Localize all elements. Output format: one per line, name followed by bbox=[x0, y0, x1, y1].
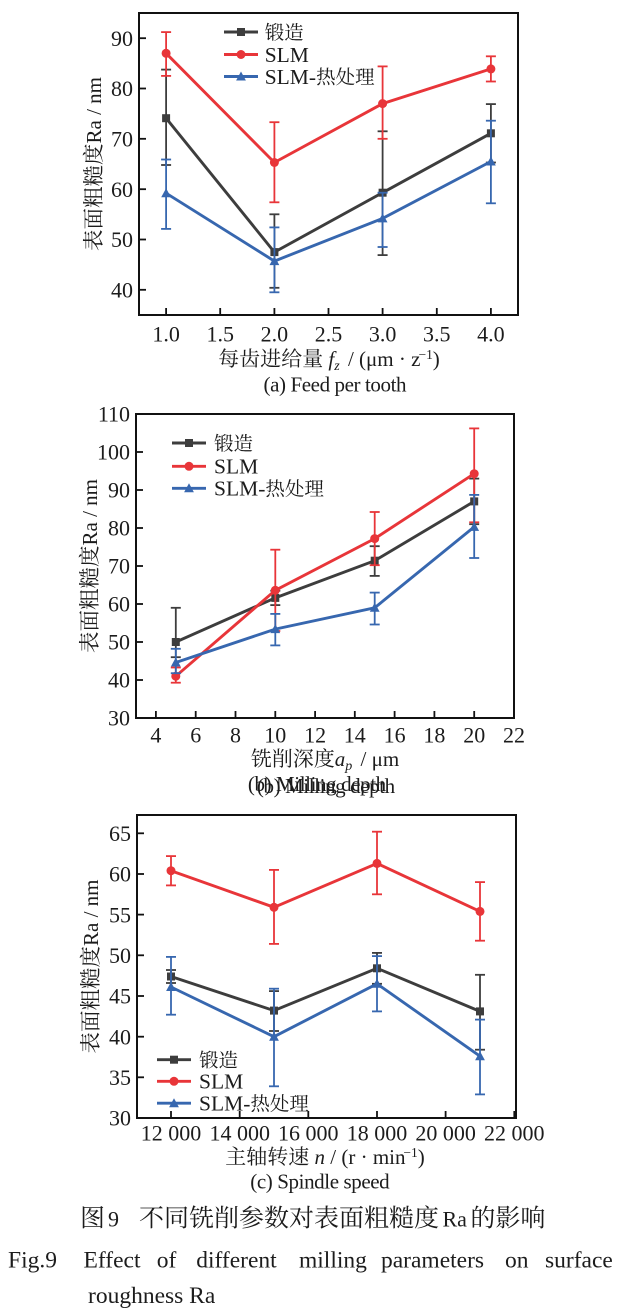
svg-text:Fig.9: Fig.9 bbox=[8, 1248, 57, 1274]
svg-text:22 000: 22 000 bbox=[484, 1121, 545, 1146]
svg-text:−1: −1 bbox=[419, 347, 433, 362]
svg-text:50: 50 bbox=[111, 227, 133, 252]
svg-text:60: 60 bbox=[109, 862, 131, 887]
svg-text:roughness Ra: roughness Ra bbox=[88, 1283, 216, 1309]
svg-text:Ra / nm: Ra / nm bbox=[82, 77, 106, 144]
svg-text:9: 9 bbox=[108, 1207, 119, 1232]
svg-text:milling: milling bbox=[299, 1248, 367, 1274]
svg-text:n: n bbox=[315, 1145, 326, 1169]
svg-text:16 000: 16 000 bbox=[278, 1121, 339, 1146]
svg-text:Ra: Ra bbox=[443, 1207, 468, 1232]
svg-text:SLM: SLM bbox=[199, 1070, 243, 1094]
svg-text:60: 60 bbox=[111, 177, 133, 202]
svg-text:parameters: parameters bbox=[381, 1248, 484, 1274]
svg-text:40: 40 bbox=[108, 668, 130, 693]
svg-text:65: 65 bbox=[109, 821, 131, 846]
svg-text:70: 70 bbox=[111, 127, 133, 152]
svg-text:12: 12 bbox=[304, 723, 326, 748]
svg-text:p: p bbox=[344, 759, 352, 774]
svg-text:SLM-: SLM- bbox=[265, 65, 316, 89]
svg-text:(a) Feed per tooth: (a) Feed per tooth bbox=[264, 373, 408, 397]
svg-text:a: a bbox=[335, 747, 346, 771]
svg-text:/ μm: / μm bbox=[355, 747, 399, 771]
svg-text:6: 6 bbox=[190, 723, 201, 748]
svg-text:80: 80 bbox=[108, 516, 130, 541]
svg-text:(b) Milling depth: (b) Milling depth bbox=[257, 774, 396, 798]
svg-text:55: 55 bbox=[109, 902, 131, 927]
svg-text:14: 14 bbox=[344, 723, 366, 748]
svg-text:1.5: 1.5 bbox=[206, 322, 234, 347]
svg-text:40: 40 bbox=[111, 278, 133, 303]
svg-text:z: z bbox=[333, 359, 340, 374]
svg-text:Ra / nm: Ra / nm bbox=[79, 880, 103, 947]
svg-text:18 000: 18 000 bbox=[347, 1121, 408, 1146]
svg-text:2.5: 2.5 bbox=[315, 322, 343, 347]
svg-text:): ) bbox=[433, 347, 440, 371]
svg-text:SLM-: SLM- bbox=[214, 477, 265, 501]
svg-text:): ) bbox=[418, 1145, 425, 1169]
svg-text:/ (μm · z: / (μm · z bbox=[343, 347, 421, 371]
svg-text:14 000: 14 000 bbox=[209, 1121, 270, 1146]
svg-text:/ (r · min: / (r · min bbox=[325, 1145, 406, 1169]
svg-text:4.0: 4.0 bbox=[477, 322, 505, 347]
svg-text:4: 4 bbox=[150, 723, 161, 748]
svg-text:110: 110 bbox=[98, 402, 130, 427]
svg-text:90: 90 bbox=[111, 26, 133, 51]
svg-text:−1: −1 bbox=[403, 1145, 417, 1160]
svg-text:3.0: 3.0 bbox=[369, 322, 397, 347]
svg-text:3.5: 3.5 bbox=[423, 322, 451, 347]
svg-text:(c) Spindle speed: (c) Spindle speed bbox=[250, 1170, 390, 1194]
svg-text:Ra / nm: Ra / nm bbox=[78, 479, 102, 546]
svg-text:50: 50 bbox=[108, 630, 130, 655]
svg-text:20 000: 20 000 bbox=[415, 1121, 476, 1146]
svg-text:SLM: SLM bbox=[265, 43, 309, 67]
svg-text:30: 30 bbox=[108, 706, 130, 731]
svg-text:8: 8 bbox=[230, 723, 241, 748]
svg-text:SLM-: SLM- bbox=[199, 1092, 250, 1116]
svg-text:2.0: 2.0 bbox=[261, 322, 289, 347]
svg-text:30: 30 bbox=[109, 1106, 131, 1131]
svg-text:70: 70 bbox=[108, 554, 130, 579]
svg-text:12 000: 12 000 bbox=[141, 1121, 202, 1146]
svg-text:f: f bbox=[328, 347, 337, 371]
svg-text:18: 18 bbox=[423, 723, 445, 748]
svg-text:10: 10 bbox=[264, 723, 286, 748]
svg-text:different: different bbox=[196, 1248, 277, 1274]
svg-text:1.0: 1.0 bbox=[152, 322, 180, 347]
svg-text:of: of bbox=[157, 1248, 177, 1274]
svg-text:60: 60 bbox=[108, 592, 130, 617]
svg-text:45: 45 bbox=[109, 984, 131, 1009]
svg-text:surface: surface bbox=[545, 1248, 613, 1274]
svg-text:50: 50 bbox=[109, 943, 131, 968]
svg-text:80: 80 bbox=[111, 76, 133, 101]
svg-text:on: on bbox=[505, 1248, 529, 1274]
svg-text:35: 35 bbox=[109, 1065, 131, 1090]
svg-text:40: 40 bbox=[109, 1024, 131, 1049]
svg-text:20: 20 bbox=[463, 723, 485, 748]
svg-text:100: 100 bbox=[97, 440, 130, 465]
svg-text:16: 16 bbox=[384, 723, 406, 748]
svg-text:SLM: SLM bbox=[214, 455, 258, 479]
svg-text:(b) Milling depth: (b) Milling depth bbox=[248, 772, 387, 796]
svg-text:90: 90 bbox=[108, 478, 130, 503]
svg-text:Effect: Effect bbox=[84, 1248, 141, 1274]
svg-text:22: 22 bbox=[503, 723, 525, 748]
